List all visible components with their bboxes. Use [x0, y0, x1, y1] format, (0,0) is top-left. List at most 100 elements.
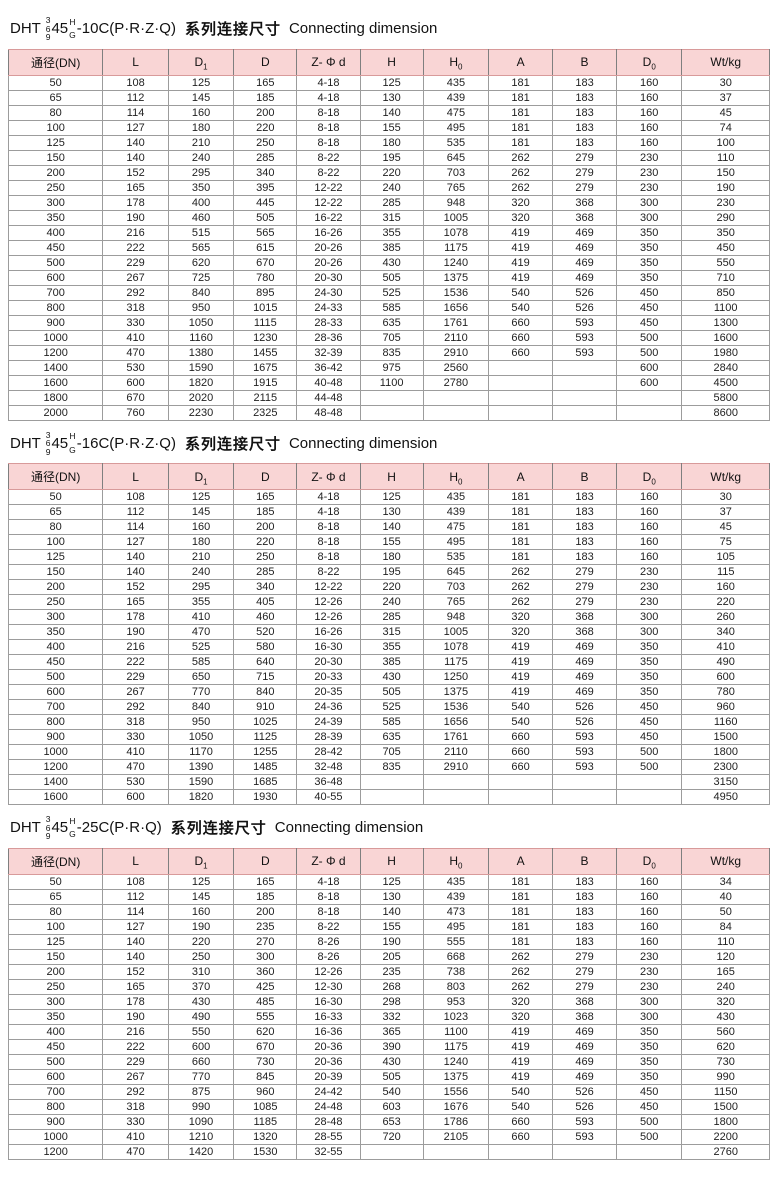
table-cell: 32-39	[296, 345, 361, 361]
table-cell: 230	[615, 594, 683, 610]
table-row: 700 292 840 910 24-36 525 1536 540 526 450 960	[7, 699, 770, 715]
table-cell: 419	[488, 240, 554, 256]
table-cell: 240	[681, 979, 770, 995]
table-cell: 500	[615, 744, 683, 760]
table-cell: 4-18	[296, 75, 361, 91]
table-cell: 1160	[167, 330, 235, 346]
table-cell: 368	[552, 1009, 617, 1025]
table-cell: 640	[233, 654, 298, 670]
table-cell: 470	[102, 345, 169, 361]
title-mid: 45	[51, 819, 69, 837]
table-cell: 44-48	[296, 390, 361, 406]
table-cell: 1015	[233, 300, 298, 316]
table-cell: 24-42	[296, 1084, 361, 1100]
table-row: 1200 470 1420 1530 32-55 2760	[7, 1144, 770, 1160]
table-cell: 37	[681, 504, 770, 520]
table-cell: 526	[552, 285, 617, 301]
column-header: D	[233, 48, 298, 76]
table-cell: 515	[167, 225, 235, 241]
table-cell: 555	[233, 1009, 298, 1025]
table-cell: 140	[102, 150, 169, 166]
table-cell: 2110	[422, 330, 490, 346]
table-cell: 368	[552, 195, 617, 211]
table-cell: 140	[359, 105, 424, 121]
table-cell: 240	[359, 180, 424, 196]
table-cell: 279	[552, 964, 617, 980]
table-row: 1200 470 1380 1455 32-39 835 2910 660 593 500 1980	[7, 345, 770, 361]
table-cell: 1160	[681, 714, 770, 730]
table-cell: 460	[233, 609, 298, 625]
table-cell: 105	[681, 549, 770, 565]
table-cell: 4500	[681, 375, 770, 391]
table-row: 50 108 125 165 4-18 125 435 181 183 160 30	[7, 489, 770, 505]
table-cell: 292	[102, 1084, 169, 1100]
table-row: 450 222 585 640 20-30 385 1175 419 469 350 490	[7, 654, 770, 670]
table-cell: 400	[167, 195, 235, 211]
table-cell: 350	[615, 240, 683, 256]
table-cell: 200	[7, 579, 104, 595]
table-cell: 155	[359, 120, 424, 136]
dimension-table-16c: 通径(DN) L D1 D Z- Φ d H H0 A B D0 Wt/kg 50 108 125 165 4…	[7, 463, 770, 805]
table-cell: 8-22	[296, 150, 361, 166]
table-cell: 8-22	[296, 165, 361, 181]
table-cell: 469	[552, 669, 617, 685]
title-series: -10C(P·R·Z·Q)	[76, 20, 176, 38]
table-cell	[488, 774, 554, 790]
table-cell: 24-33	[296, 300, 361, 316]
table-row: 600 267 770 845 20-39 505 1375 419 469 350 990	[7, 1069, 770, 1085]
table-cell: 112	[102, 504, 169, 520]
header-row: 通径(DN) L D1 D Z- Φ d H H0 A B D0 Wt/kg	[7, 847, 770, 875]
table-cell: 780	[681, 684, 770, 700]
table-row: 500 229 620 670 20-26 430 1240 419 469 350 550	[7, 255, 770, 271]
table-cell: 1800	[681, 744, 770, 760]
table-cell	[488, 789, 554, 805]
table-cell: 181	[488, 889, 554, 905]
table-cell: 1100	[422, 1024, 490, 1040]
table-cell: 180	[167, 120, 235, 136]
table-cell: 593	[552, 759, 617, 775]
table-cell: 216	[102, 225, 169, 241]
table-cell: 450	[615, 1084, 683, 1100]
table-cell: 500	[615, 1114, 683, 1130]
table-title: DHT 3 6 9 45 H G -10C(P·R·Z·Q) 系列连接尺寸 Connecting…	[10, 16, 770, 42]
table-cell: 262	[488, 949, 554, 965]
table-cell: 653	[359, 1114, 424, 1130]
table-cell: 75	[681, 534, 770, 550]
table-cell: 181	[488, 534, 554, 550]
table-cell: 365	[359, 1024, 424, 1040]
table-cell: 475	[422, 519, 490, 535]
table-cell: 210	[167, 549, 235, 565]
table-cell: 350	[615, 669, 683, 685]
table-cell: 310	[167, 964, 235, 980]
table-row: 1400 530 1590 1675 36-42 975 2560 600 2840	[7, 360, 770, 376]
table-cell: 315	[359, 210, 424, 226]
table-cell: 160	[615, 919, 683, 935]
table-cell: 450	[615, 1099, 683, 1115]
table-cell: 350	[167, 180, 235, 196]
table-cell: 450	[7, 654, 104, 670]
table-cell: 450	[615, 315, 683, 331]
table-cell: 600	[102, 375, 169, 391]
table-cell: 332	[359, 1009, 424, 1025]
title-prefix: DHT	[10, 20, 45, 38]
table-cell: 1200	[7, 759, 104, 775]
table-cell: 262	[488, 150, 554, 166]
table-cell: 262	[488, 180, 554, 196]
column-header: B	[552, 463, 617, 490]
table-cell: 160	[167, 519, 235, 535]
table-cell: 178	[102, 195, 169, 211]
table-cell: 526	[552, 1084, 617, 1100]
table-cell: 419	[488, 255, 554, 271]
table-cell: 160	[615, 874, 683, 890]
table-cell: 108	[102, 75, 169, 91]
table-cell: 550	[681, 255, 770, 271]
table-cell: 165	[233, 874, 298, 890]
table-cell: 160	[615, 889, 683, 905]
table-cell: 500	[615, 345, 683, 361]
table-row: 150 140 240 285 8-22 195 645 262 279 230 110	[7, 150, 770, 166]
table-cell: 165	[102, 594, 169, 610]
table-cell: 1500	[681, 729, 770, 745]
title-english: Connecting dimension	[288, 434, 438, 452]
table-cell: 1150	[681, 1084, 770, 1100]
table-cell: 165	[681, 964, 770, 980]
